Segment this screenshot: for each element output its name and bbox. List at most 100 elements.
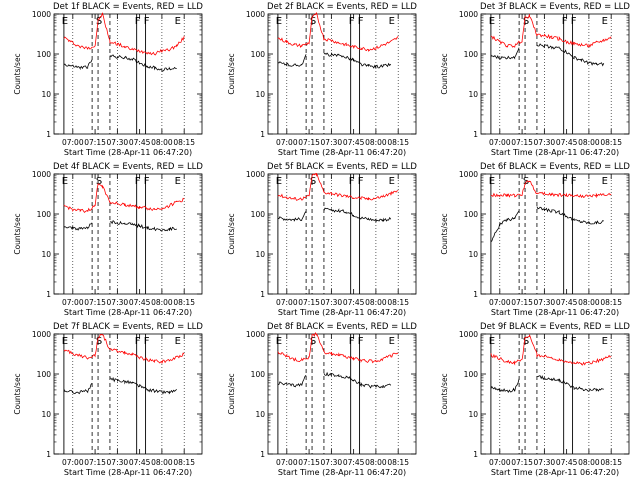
plot-frame: [480, 13, 630, 135]
marker-label: F: [349, 336, 355, 347]
y-tick-label: 10: [41, 90, 51, 99]
x-axis-label: Start Time (28-Apr-11 06:47:20): [491, 308, 619, 317]
marker-label: E: [489, 16, 495, 27]
x-tick-label: 07:00: [489, 298, 511, 307]
marker-label: E: [489, 176, 495, 187]
y-tick-label: 10: [255, 250, 265, 259]
x-tick-label: 07:15: [511, 298, 533, 307]
plot-frame: [267, 13, 417, 135]
lld-series-line: [63, 12, 185, 56]
y-tick-label: 100: [37, 50, 52, 59]
plot-frame: [53, 13, 203, 135]
y-tick-label: 1000: [459, 170, 478, 179]
x-tick-label: 08:15: [173, 458, 195, 467]
y-axis-label: Counts/sec: [440, 53, 449, 94]
x-tick-label: 07:30: [107, 298, 129, 307]
plot-frame: [480, 173, 630, 295]
marker-label: E: [602, 336, 608, 347]
marker-label: E: [389, 176, 395, 187]
plot-frame: [480, 333, 630, 455]
x-tick-label: 07:15: [298, 138, 320, 147]
x-tick-label: 08:00: [578, 298, 600, 307]
lld-series-line: [277, 331, 399, 364]
y-tick-label: 1000: [32, 330, 51, 339]
x-tick-label: 08:00: [151, 138, 173, 147]
y-tick-label: 100: [464, 370, 479, 379]
marker-label: F: [562, 336, 568, 347]
y-tick-label: 10: [468, 250, 478, 259]
x-tick-label: 07:45: [343, 458, 365, 467]
y-axis-label: Counts/sec: [227, 53, 236, 94]
y-tick-label: 1: [46, 290, 51, 299]
events-series-line: [490, 47, 520, 60]
marker-label: F: [358, 176, 364, 187]
marker-label: E: [389, 336, 395, 347]
marker-label: F: [571, 16, 577, 27]
x-tick-label: 08:00: [365, 458, 387, 467]
x-tick-label: 07:15: [298, 458, 320, 467]
x-tick-label: 08:00: [151, 298, 173, 307]
marker-label: E: [175, 176, 181, 187]
lld-series-line: [63, 333, 185, 364]
events-series-line: [490, 210, 520, 243]
x-tick-label: 07:00: [276, 138, 298, 147]
x-tick-label: 07:45: [556, 138, 578, 147]
marker-label: F: [571, 336, 577, 347]
lld-series-line: [490, 180, 612, 199]
detector-panel: Det 7f BLACK = Events, RED = LLD E S F F E 1 10…: [13, 322, 203, 477]
x-tick-label: 07:15: [84, 298, 106, 307]
events-series-line: [63, 382, 93, 395]
y-tick-label: 1000: [246, 330, 265, 339]
y-tick-label: 100: [251, 370, 266, 379]
marker-label: E: [175, 16, 181, 27]
marker-label: S: [310, 336, 316, 347]
marker-label: E: [276, 16, 282, 27]
lld-series-line: [277, 12, 399, 52]
plot-frame: [53, 333, 203, 455]
x-tick-label: 08:00: [151, 458, 173, 467]
marker-label: S: [523, 16, 529, 27]
events-series-line: [323, 52, 392, 69]
x-tick-label: 07:45: [556, 298, 578, 307]
events-series-line: [109, 54, 177, 72]
x-tick-label: 07:00: [276, 298, 298, 307]
marker-label: E: [175, 336, 181, 347]
y-tick-label: 1: [260, 130, 265, 139]
marker-label: F: [144, 16, 150, 27]
marker-label: S: [523, 336, 529, 347]
x-axis-label: Start Time (28-Apr-11 06:47:20): [64, 308, 192, 317]
y-tick-label: 1: [473, 290, 478, 299]
y-axis-label: Counts/sec: [13, 53, 22, 94]
detector-panel: Det 6f BLACK = Events, RED = LLD E S F F E 1 10…: [440, 162, 630, 317]
y-tick-label: 1: [473, 450, 478, 459]
y-tick-label: 10: [255, 410, 265, 419]
x-tick-label: 07:30: [321, 298, 343, 307]
x-tick-label: 08:15: [600, 458, 622, 467]
marker-label: S: [523, 176, 529, 187]
y-tick-label: 1000: [32, 170, 51, 179]
y-axis-label: Counts/sec: [13, 373, 22, 414]
x-tick-label: 07:45: [129, 458, 151, 467]
x-axis-label: Start Time (28-Apr-11 06:47:20): [278, 468, 406, 477]
y-tick-label: 10: [255, 90, 265, 99]
marker-label: F: [571, 176, 577, 187]
y-tick-label: 10: [41, 250, 51, 259]
panel-title: Det 1f BLACK = Events, RED = LLD: [53, 2, 203, 12]
marker-label: S: [96, 176, 102, 187]
marker-label: E: [62, 16, 68, 27]
panel-title: Det 9f BLACK = Events, RED = LLD: [480, 322, 630, 332]
plot-frame: [53, 173, 203, 295]
x-tick-label: 08:00: [365, 138, 387, 147]
y-axis-label: Counts/sec: [440, 373, 449, 414]
x-tick-label: 07:30: [321, 138, 343, 147]
events-series-line: [323, 207, 392, 223]
marker-label: E: [602, 16, 608, 27]
panel-title: Det 5f BLACK = Events, RED = LLD: [267, 162, 417, 172]
marker-label: F: [562, 16, 568, 27]
marker-label: F: [135, 176, 141, 187]
lld-series-line: [490, 14, 612, 48]
y-tick-label: 10: [468, 410, 478, 419]
x-tick-label: 07:45: [343, 298, 365, 307]
lld-series-line: [490, 334, 612, 366]
plot-frame: [267, 333, 417, 455]
